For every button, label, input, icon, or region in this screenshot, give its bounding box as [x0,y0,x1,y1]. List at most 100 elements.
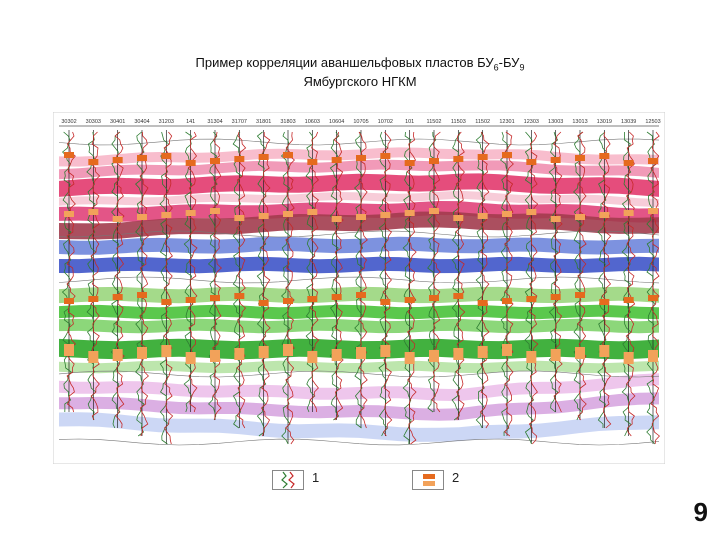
sp-log [646,131,656,445]
sp-log [159,131,170,445]
core-interval [453,215,464,221]
well-column [159,130,174,445]
core-interval [137,347,147,359]
well-column [402,130,417,445]
core-interval [88,351,99,363]
resistivity-log [552,131,563,413]
core-interval [356,214,366,220]
core-interval [648,350,658,362]
core-interval [331,216,342,222]
well-label: 31304 [207,119,222,125]
core-interval [307,351,318,363]
core-interval [307,159,318,165]
well-column [646,130,660,445]
sp-log [61,131,72,413]
well-column [378,130,393,437]
core-interval [234,293,245,299]
core-interval [550,349,561,361]
resistivity-log [309,131,320,413]
well-column [475,130,490,429]
core-interval [477,154,488,160]
core-interval [185,352,196,364]
core-interval [575,155,585,161]
well-column [61,130,76,413]
core-interval [234,156,245,162]
well-label: 31801 [256,119,271,125]
core-interval [283,211,293,217]
resistivity-log [406,131,417,445]
core-interval [429,158,439,164]
core-interval [623,352,634,364]
core-interval [599,212,610,218]
core-interval [550,294,561,300]
well-column [597,130,612,429]
core-interval [453,348,464,360]
core-interval [258,154,269,160]
core-interval [185,297,196,303]
sp-log [183,131,194,413]
core-interval [307,296,318,302]
core-interval [477,346,488,358]
well-column [621,130,636,437]
sp-log [354,132,364,429]
core-interval [648,208,658,214]
resistivity-log [430,131,441,413]
legend-swatch-logs [272,470,304,490]
core-interval [575,347,585,359]
resistivity-log [504,131,514,437]
resistivity-log [382,131,393,437]
resistivity-log [577,131,587,421]
sp-log [548,131,559,413]
well-label: 30404 [134,119,149,125]
sp-log [207,131,218,421]
well-label: 13013 [572,119,587,125]
resistivity-log [649,131,660,445]
core-interval [258,300,269,306]
well-label: 11502 [427,119,442,125]
correlation-line [58,438,660,446]
well-label: 10603 [305,119,320,125]
core-interval [258,213,269,219]
core-interval [161,153,172,159]
core-interval [331,294,342,300]
correlation-section: 30302 30303 30401 30404 31203 141 31304 31707 31… [53,112,665,464]
well-label: 30303 [86,119,101,125]
core-interval [210,158,220,164]
core-interval [380,345,391,357]
core-interval [404,297,415,303]
resistivity-log [601,131,612,429]
well-column [110,130,125,429]
resistivity-log [333,131,344,421]
sp-log [427,131,437,413]
well-column [329,130,344,421]
resistivity-log [285,131,295,445]
slide-title-line2: Ямбургского НГКМ [303,74,417,89]
well-column [354,130,368,429]
core-interval [161,299,172,305]
core-interval [623,160,634,166]
core-interval [502,152,512,158]
well-column [256,130,271,437]
legend-swatch-core [412,470,444,490]
core-interval [404,210,415,216]
core-interval [307,209,318,215]
correlation-line [58,230,660,238]
core-interval [258,346,269,358]
well-label: 101 [405,119,414,125]
core-interval [88,209,99,215]
core-interval [526,209,537,215]
well-label: 10702 [378,119,393,125]
core-interval [356,155,366,161]
layer-band [59,412,659,442]
legend-label-2: 2 [452,470,460,485]
core-interval [502,298,512,304]
core-interval [453,293,464,299]
core-interval [356,347,366,359]
core-interval [185,160,196,166]
resistivity-log [236,131,247,429]
core-interval [64,211,74,217]
well-column [451,130,466,421]
well-label: 13019 [597,119,612,125]
core-interval [112,349,123,361]
core-interval [112,216,123,222]
